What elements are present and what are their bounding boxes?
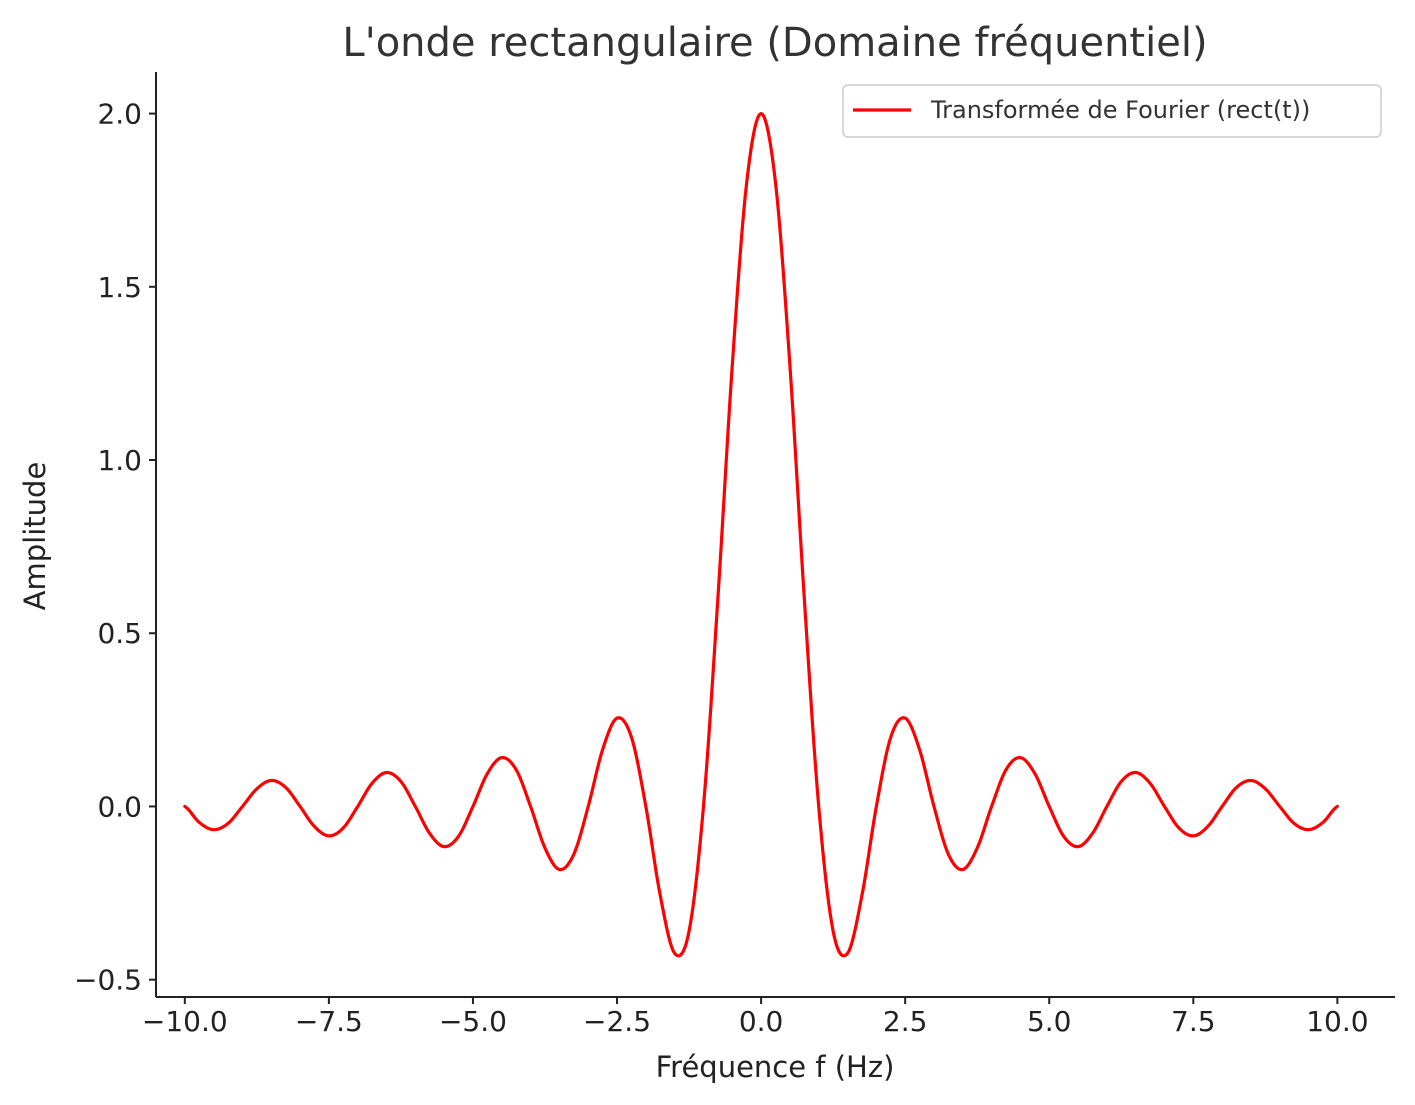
x-tick-label: 7.5 — [1171, 1005, 1216, 1038]
y-tick-label: 0.0 — [97, 790, 142, 823]
x-tick-label: −10.0 — [142, 1005, 228, 1038]
x-tick-label: 10.0 — [1306, 1005, 1368, 1038]
x-tick-label: −5.0 — [439, 1005, 507, 1038]
x-tick-label: −2.5 — [583, 1005, 651, 1038]
y-tick-label: 1.5 — [97, 271, 142, 304]
x-axis-ticks: −10.0 −7.5 −5.0 −2.5 0.0 2.5 5.0 7.5 10.0 — [142, 997, 1369, 1038]
legend: Transformée de Fourier (rect(t)) — [842, 84, 1382, 138]
legend-label: Transformée de Fourier (rect(t)) — [930, 96, 1310, 124]
y-tick-label: −0.5 — [74, 964, 142, 997]
x-tick-label: −7.5 — [295, 1005, 363, 1038]
y-tick-label: 0.5 — [97, 617, 142, 650]
plot-area — [183, 111, 1339, 958]
y-axis-ticks: −0.5 0.0 0.5 1.0 1.5 2.0 — [74, 98, 156, 997]
y-tick-label: 1.0 — [97, 444, 142, 477]
x-tick-label: 0.0 — [739, 1005, 784, 1038]
y-axis-label: Amplitude — [18, 462, 52, 611]
x-tick-label: 5.0 — [1027, 1005, 1072, 1038]
x-axis-label: Fréquence f (Hz) — [656, 1050, 895, 1084]
y-tick-label: 2.0 — [97, 98, 142, 131]
x-tick-label: 2.5 — [883, 1005, 928, 1038]
legend-box — [842, 84, 1382, 138]
chart-title: L'onde rectangulaire (Domaine fréquentie… — [342, 20, 1207, 66]
series-line-fourier — [183, 111, 1339, 958]
